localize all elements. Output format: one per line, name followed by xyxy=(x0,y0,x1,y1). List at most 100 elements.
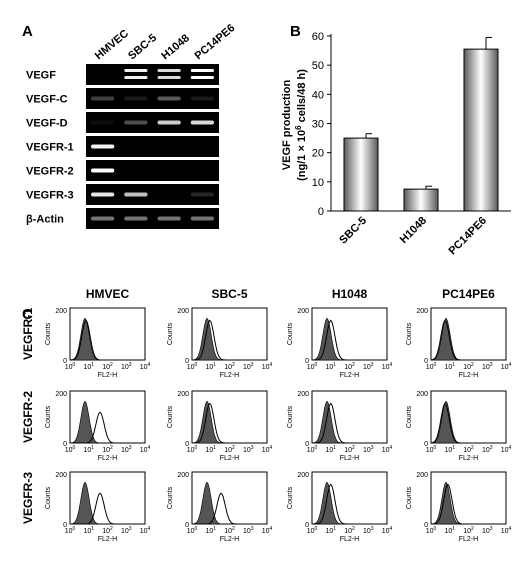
flow-x-tick-label: 104 xyxy=(382,445,393,454)
flow-x-label: FL2-H xyxy=(340,455,359,462)
flow-y-tick-label: 0 xyxy=(305,522,309,529)
flow-x-tick-label: 101 xyxy=(325,526,336,535)
flow-row-label: VEGFR-1 xyxy=(21,308,35,360)
open-histogram xyxy=(192,319,267,361)
flow-row-label: VEGFR-2 xyxy=(21,391,35,443)
flow-y-tick-label: 0 xyxy=(63,522,67,529)
flow-y-tick-label: 200 xyxy=(177,472,189,479)
x-category-label: H1048 xyxy=(398,215,429,246)
gel-band xyxy=(190,96,214,101)
flow-x-tick-label: 103 xyxy=(482,362,493,371)
flow-x-label: FL2-H xyxy=(220,536,239,543)
gel-band xyxy=(91,96,115,101)
gel-band xyxy=(190,192,214,197)
flow-x-tick-label: 103 xyxy=(121,362,132,371)
panel-c-letter: C xyxy=(22,306,33,323)
flow-x-tick-label: 103 xyxy=(482,526,493,535)
flow-x-tick-label: 102 xyxy=(463,526,474,535)
panel-b-letter: B xyxy=(290,23,301,40)
y-tick-label: 60 xyxy=(312,31,324,43)
gel-band xyxy=(124,192,148,197)
flow-y-tick-label: 200 xyxy=(416,308,428,315)
flow-y-tick-label: 0 xyxy=(185,441,189,448)
gel-row-label: VEGF-D xyxy=(26,118,68,130)
flow-y-tick-label: 0 xyxy=(424,358,428,365)
flow-y-tick-label: 0 xyxy=(63,441,67,448)
open-histogram xyxy=(312,319,387,361)
gel-band xyxy=(91,120,115,125)
flow-x-tick-label: 103 xyxy=(243,362,254,371)
gel-lane-label: PC14PE6 xyxy=(193,22,238,62)
flow-x-tick-label: 100 xyxy=(307,526,318,535)
flow-y-tick-label: 0 xyxy=(185,358,189,365)
flow-x-tick-label: 102 xyxy=(224,526,235,535)
flow-x-tick-label: 101 xyxy=(325,445,336,454)
flow-x-tick-label: 102 xyxy=(224,362,235,371)
flow-x-tick-label: 101 xyxy=(83,362,94,371)
gel-band xyxy=(91,192,115,197)
open-histogram xyxy=(192,492,267,525)
flow-y-tick-label: 200 xyxy=(55,308,67,315)
bar-chart: VEGF production (ng/1 × 106 cells/48 h) … xyxy=(281,31,511,257)
flow-y-label: Counts xyxy=(287,405,294,428)
gel-row-label: VEGFR-2 xyxy=(26,166,74,178)
gel-band xyxy=(190,76,214,79)
y-tick-label: 20 xyxy=(312,148,324,160)
gel-band xyxy=(157,69,181,72)
flow-histograms: HMVEC SBC-5 H1048 PC14PE6VEGFR-10200Counts1… xyxy=(21,287,512,543)
gel-band xyxy=(124,216,148,221)
flow-x-tick-label: 101 xyxy=(444,526,455,535)
gel-strip xyxy=(86,136,219,157)
flow-x-tick-label: 102 xyxy=(102,362,113,371)
flow-y-label: Counts xyxy=(406,322,413,345)
flow-x-tick-label: 101 xyxy=(444,445,455,454)
flow-x-tick-label: 100 xyxy=(426,526,437,535)
flow-x-tick-label: 104 xyxy=(140,362,151,371)
flow-x-tick-label: 102 xyxy=(344,526,355,535)
flow-x-tick-label: 100 xyxy=(187,362,198,371)
flow-x-tick-label: 103 xyxy=(363,445,374,454)
flow-x-tick-label: 103 xyxy=(363,526,374,535)
flow-y-tick-label: 200 xyxy=(297,391,309,398)
bar xyxy=(463,48,499,212)
flow-x-tick-label: 100 xyxy=(187,526,198,535)
flow-x-label: FL2-H xyxy=(340,536,359,543)
flow-x-tick-label: 100 xyxy=(426,362,437,371)
gel-band xyxy=(91,216,115,221)
flow-x-tick-label: 103 xyxy=(363,362,374,371)
gel-row-label: VEGFR-3 xyxy=(26,190,74,202)
gel-row-label: β-Actin xyxy=(26,214,64,226)
y-axis-label-line1: VEGF production xyxy=(281,80,293,171)
flow-column-header: SBC-5 xyxy=(211,287,247,301)
flow-x-tick-label: 104 xyxy=(501,445,512,454)
flow-y-tick-label: 0 xyxy=(424,441,428,448)
gel-strip xyxy=(86,208,219,229)
flow-x-tick-label: 102 xyxy=(224,445,235,454)
y-tick-label: 10 xyxy=(312,177,324,189)
flow-y-tick-label: 200 xyxy=(55,391,67,398)
flow-x-tick-label: 101 xyxy=(205,526,216,535)
flow-x-tick-label: 104 xyxy=(262,526,273,535)
gel-strip xyxy=(86,184,219,205)
flow-y-label: Counts xyxy=(45,322,52,345)
flow-x-label: FL2-H xyxy=(98,372,117,379)
gel-row-label: VEGFR-1 xyxy=(26,142,74,154)
flow-y-tick-label: 0 xyxy=(63,358,67,365)
flow-x-tick-label: 100 xyxy=(65,445,76,454)
flow-x-tick-label: 104 xyxy=(140,526,151,535)
gel-lane-label: HMVEC xyxy=(93,28,131,63)
flow-x-tick-label: 100 xyxy=(65,526,76,535)
flow-column-header: PC14PE6 xyxy=(442,287,495,301)
gel-band xyxy=(91,144,115,149)
gel-band xyxy=(190,120,214,125)
flow-y-tick-label: 200 xyxy=(177,391,189,398)
flow-x-tick-label: 100 xyxy=(307,445,318,454)
flow-x-tick-label: 103 xyxy=(121,445,132,454)
open-histogram xyxy=(312,402,387,444)
gel-band xyxy=(91,168,115,173)
